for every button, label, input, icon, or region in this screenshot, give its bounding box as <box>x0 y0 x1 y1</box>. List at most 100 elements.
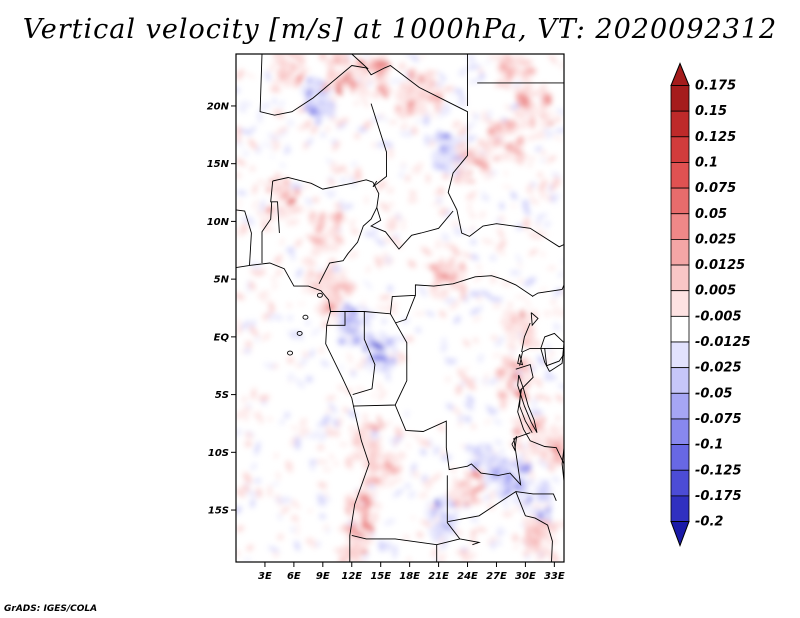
field-hotspot <box>452 154 457 161</box>
field-speck <box>275 126 288 135</box>
lat-tick-label: 20N <box>207 101 230 112</box>
field-speck <box>555 116 561 123</box>
field-speck <box>531 182 536 187</box>
field-speck <box>415 433 421 444</box>
field-speck <box>276 268 282 277</box>
field-speck <box>476 527 487 532</box>
field-speck <box>439 542 448 551</box>
field-speck <box>250 462 257 471</box>
field-hotspot <box>512 311 517 320</box>
field-hotspot <box>519 104 527 121</box>
field-speck <box>437 423 445 432</box>
field-speck <box>481 189 485 201</box>
field-hotspot <box>476 150 481 155</box>
field-speck <box>364 232 374 237</box>
field-hotspot <box>343 326 350 331</box>
field-speck <box>401 319 410 323</box>
field-hotspot <box>425 499 432 509</box>
field-speck <box>328 453 335 461</box>
field-hotspot <box>541 523 544 536</box>
field-speck <box>415 327 421 333</box>
border-line <box>544 348 564 367</box>
field-speck <box>349 176 356 188</box>
border-line <box>318 207 378 285</box>
field-hotspot <box>503 487 513 496</box>
field-speck <box>272 364 279 369</box>
field-speck <box>268 546 280 552</box>
field-speck <box>240 225 243 239</box>
field-hotspot <box>388 477 404 484</box>
field-hotspot <box>360 522 372 531</box>
field-speck <box>551 459 561 467</box>
field-speck <box>334 165 346 174</box>
field-speck <box>543 375 557 380</box>
field-hotspot <box>468 146 479 153</box>
field-hotspot <box>426 516 432 521</box>
field-hotspot <box>378 364 386 370</box>
field-hotspot <box>354 329 365 337</box>
field-speck <box>336 120 342 127</box>
field-hotspot <box>305 235 320 240</box>
field-speck <box>309 349 315 358</box>
field-speck <box>280 506 290 514</box>
field-speck <box>481 110 487 122</box>
field-hotspot <box>504 122 511 132</box>
field-speck <box>498 54 508 58</box>
field-hotspot <box>373 447 382 463</box>
field-hotspot <box>527 343 540 350</box>
field-hotspot <box>391 336 398 351</box>
field-speck <box>239 107 246 112</box>
field-speck <box>375 238 385 247</box>
field-speck <box>389 236 399 243</box>
field-hotspot <box>528 447 538 452</box>
field-hotspot <box>435 522 441 535</box>
field-speck <box>523 277 536 287</box>
colorbar-label: -0.1 <box>695 438 723 453</box>
field-speck <box>262 314 267 321</box>
field-speck <box>261 102 271 109</box>
field-speck <box>429 111 435 120</box>
field-hotspot <box>497 391 506 399</box>
field-speck <box>528 162 532 168</box>
field-speck <box>273 453 279 459</box>
field-hotspot <box>310 237 326 245</box>
field-hotspot <box>566 431 571 438</box>
field-speck <box>528 91 540 96</box>
field-speck <box>545 369 551 375</box>
field-hotspot <box>410 91 418 99</box>
field-speck <box>395 426 403 439</box>
field-hotspot <box>318 110 323 117</box>
field-speck <box>338 442 348 447</box>
field-hotspot <box>370 518 376 521</box>
field-speck <box>412 54 419 62</box>
border-line <box>531 284 564 297</box>
field-speck <box>411 463 417 472</box>
field-speck <box>528 156 536 161</box>
field-speck <box>425 479 434 491</box>
field-speck <box>504 171 508 176</box>
field-hotspot <box>356 304 363 311</box>
lat-tick-label: EQ <box>214 332 230 343</box>
field-speck <box>236 488 246 498</box>
colorbar-bin <box>670 418 690 446</box>
field-speck <box>494 341 501 347</box>
field-hotspot <box>533 436 545 448</box>
field-speck <box>376 381 383 393</box>
field-speck <box>238 261 242 266</box>
field-hotspot <box>353 505 359 510</box>
field-speck <box>236 410 245 418</box>
field-speck <box>250 498 255 508</box>
field-hotspot <box>281 211 289 219</box>
field-hotspot <box>350 523 357 533</box>
field-hotspot <box>370 488 379 499</box>
field-speck <box>268 300 275 313</box>
field-hotspot <box>520 448 529 456</box>
field-speck <box>543 128 551 134</box>
field-speck <box>540 158 546 163</box>
field-hotspot <box>523 370 532 379</box>
field-speck <box>518 278 523 284</box>
field-speck <box>383 519 396 526</box>
field-hotspot <box>309 215 317 224</box>
field-speck <box>330 161 337 173</box>
field-speck <box>469 212 476 219</box>
